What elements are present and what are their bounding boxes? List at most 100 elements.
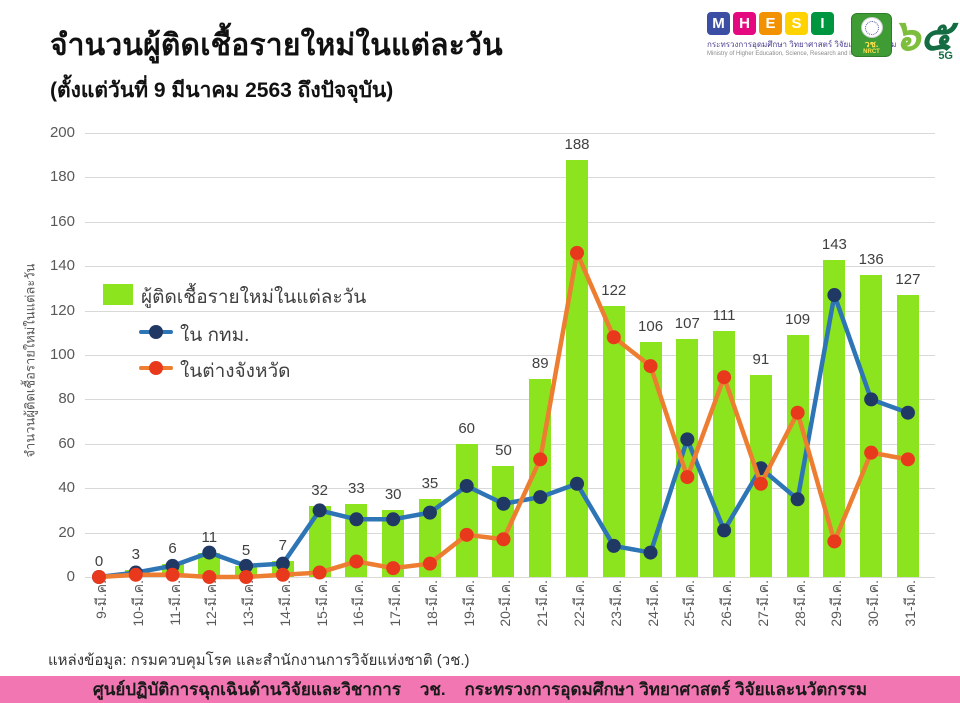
y-axis-tick: 0 [66,568,75,585]
legend-provinces-dot-icon [149,361,163,375]
daily-total-bar [382,510,405,577]
bkk-data-point [496,496,511,511]
daily-total-bar [602,306,625,577]
provinces-data-point [128,567,143,582]
provinces-data-point [643,359,658,374]
provinces-data-point [275,567,290,582]
y-axis-tick: 180 [49,168,75,186]
provinces-data-point [864,445,879,460]
legend-bar-label: ผู้ติดเชื้อรายใหม่ในแต่ละวัน [141,287,367,308]
provinces-data-point [92,570,106,584]
data-source-note: แหล่งข้อมูล: กรมควบคุมโรค และสำนักงานการ… [48,652,470,669]
bar-value-label: 60 [458,419,476,437]
page-title: จำนวนผู้ติดเชื้อรายใหม่ในแต่ละวัน [50,29,503,62]
daily-total-bar [896,295,919,577]
provinces-data-point [900,452,915,467]
y-axis-tick: 100 [49,346,75,363]
bkk-data-point [717,523,732,538]
bkk-data-point [570,476,585,491]
provinces-data-point [165,567,180,582]
bar-value-label: 11 [201,528,218,546]
y-axis-tick: 40 [58,479,75,497]
daily-total-bar [308,505,331,577]
provinces-data-point [202,570,217,584]
y-axis-tick: 160 [49,212,75,230]
chart-plot-area: 0 20 40 60 80 100 120 140 160 180 200 0 9-มี.ค. 3 10-ม… [50,124,935,663]
bkk-data-point [864,392,879,407]
bar-value-label: 106 [638,317,664,335]
legend-provinces-label: ในต่างจังหวัด [180,361,291,382]
bar-value-label: 3 [131,546,140,564]
legend-bkk-label: ใน กทม. [180,325,250,346]
gridline [85,133,935,134]
y-axis-tick: 80 [58,390,75,408]
bkk-data-point [790,492,805,507]
bkk-data-point [239,558,254,573]
provinces-data-point [533,452,548,467]
y-axis-tick: 140 [49,257,75,275]
bkk-data-point [386,512,401,527]
daily-total-bar [786,335,809,577]
provinces-data-point [496,532,511,547]
provinces-data-point [239,570,254,584]
provinces-data-point [606,330,621,345]
daily-total-bar [860,275,883,577]
bkk-data-point [827,288,842,303]
legend-bar-swatch [103,284,133,305]
provinces-data-point [386,561,401,576]
footer-banner: ศูนย์ปฏิบัติการฉุกเฉินด้านวิจัยและวิชากา… [0,676,960,703]
mhesi-letter-m: M [707,12,730,35]
gridline [85,399,935,401]
mhesi-thai-caption: กระทรวงการอุดมศึกษา วิทยาศาสตร์ วิจัยและ… [707,40,897,49]
bar-value-label: 111 [712,306,736,324]
bkk-data-point [900,405,915,420]
gridline [85,577,935,578]
provinces-data-point [827,534,842,549]
bkk-data-point [459,478,474,493]
mhesi-letter-h: H [733,12,756,35]
bar-value-label: 107 [674,315,700,333]
legend-bkk-dot-icon [149,325,163,339]
mhesi-letter-i: I [811,12,834,35]
anniversary-5g-logo: ๖๕ 5G [893,12,955,64]
bar-value-label: 32 [311,481,328,499]
footer-banner-text: ศูนย์ปฏิบัติการฉุกเฉินด้านวิจัยและวิชากา… [92,680,868,699]
gridline [85,266,935,268]
bar-value-label: 50 [495,442,512,459]
bar-value-label: 122 [601,282,627,300]
mhesi-letter-s: S [785,12,808,35]
y-axis-tick: 20 [58,523,75,541]
gridline [85,443,935,445]
bkk-data-point [312,503,327,518]
mhesi-english-caption: Ministry of Higher Education, Science, R… [707,51,877,57]
provinces-data-point [312,565,327,580]
daily-total-bar [198,552,221,577]
bkk-data-point [606,538,621,553]
line-series-layer [92,245,915,584]
bkk-data-point [202,545,217,560]
bkk-data-point [680,432,695,447]
bar-value-label: 91 [752,350,770,368]
nrct-logo: วช. NRCT [851,13,892,57]
y-axis-tick: 200 [49,124,75,141]
daily-total-bar [639,341,662,577]
bar-value-label: 5 [241,541,251,559]
bkk-data-point [275,556,290,571]
bar-value-label: 89 [531,355,549,373]
provinces-data-point [790,405,805,420]
bkk-data-point [422,505,437,520]
bar-value-label: 127 [895,271,921,289]
provinces-data-point [753,476,768,491]
bar-value-label: 35 [421,475,439,493]
page-subtitle: (ตั้งแต่วันที่ 9 มีนาคม 2563 ถึงปัจจุบัน… [50,79,394,102]
provinces-data-point [717,370,732,385]
gridline [85,177,935,179]
bar-value-label: 33 [348,479,365,497]
bar-value-label: 6 [168,539,177,557]
bar-value-label: 109 [785,311,811,329]
gridline [85,355,935,356]
provinces-data-point [570,245,585,260]
